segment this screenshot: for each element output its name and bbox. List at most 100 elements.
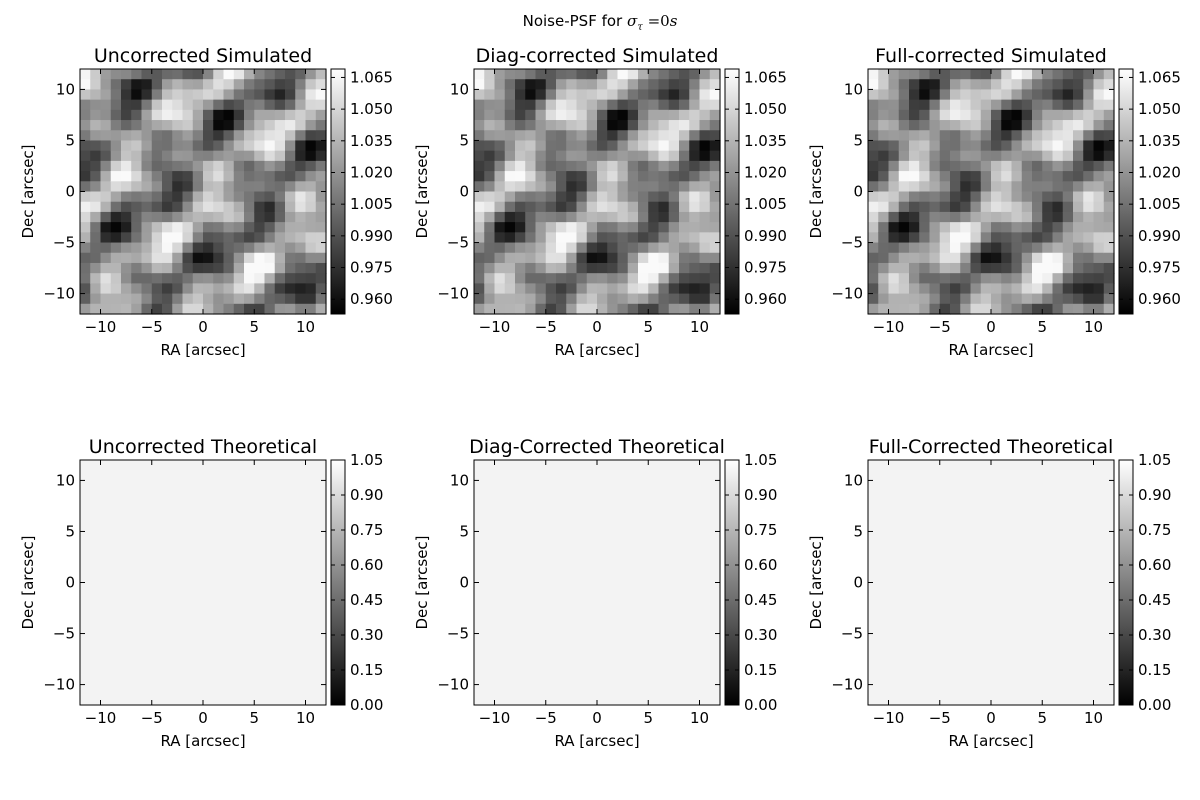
heatmap-cell — [991, 160, 1002, 172]
heatmap-cell — [233, 69, 245, 80]
heatmap-cell — [929, 130, 941, 142]
heatmap-cell — [1001, 150, 1013, 162]
heatmap-cell — [285, 273, 296, 284]
heatmap-cell — [131, 99, 143, 111]
heatmap-cell — [223, 120, 235, 131]
colorbar-tick-label: 1.005 — [744, 195, 787, 213]
heatmap-cell — [182, 181, 194, 193]
heatmap-cell — [474, 171, 485, 182]
heatmap-cell — [878, 79, 890, 91]
heatmap-cell — [939, 242, 951, 254]
heatmap-cell — [192, 242, 204, 254]
heatmap-cell — [1103, 160, 1115, 172]
heatmap-cell — [162, 150, 173, 162]
heatmap-cell — [305, 283, 317, 295]
heatmap-cell — [504, 293, 516, 305]
heatmap-cell — [1093, 222, 1105, 233]
heatmap-cell — [597, 120, 608, 131]
y-tick-label: 0 — [65, 574, 75, 592]
heatmap-cell — [888, 191, 900, 203]
heatmap-cell — [254, 252, 266, 264]
heatmap-cell — [172, 89, 184, 101]
heatmap-cell — [131, 273, 143, 284]
heatmap-cell — [315, 232, 327, 244]
heatmap-cell — [939, 171, 951, 182]
heatmap-cell — [1011, 69, 1023, 80]
heatmap-cell — [597, 262, 608, 274]
heatmap-cell — [868, 303, 879, 315]
heatmap-cell — [1083, 109, 1095, 121]
heatmap-cell — [709, 79, 721, 91]
heatmap-cell — [494, 160, 506, 172]
heatmap-cell — [617, 69, 629, 80]
heatmap-cell — [888, 89, 900, 101]
heatmap-cell — [638, 160, 649, 172]
heatmap-cell — [919, 262, 931, 274]
heatmap-cell — [121, 171, 132, 182]
heatmap-cell — [868, 181, 879, 193]
heatmap-cell — [223, 242, 235, 254]
heatmap-cell — [494, 191, 506, 203]
heatmap-cell — [970, 303, 982, 315]
heatmap-cell — [970, 140, 982, 152]
heatmap-cell — [566, 293, 578, 305]
heatmap-cell — [162, 89, 173, 101]
heatmap-cell — [515, 191, 526, 203]
heatmap-cell — [80, 232, 91, 244]
heatmap-cell — [597, 171, 608, 182]
heatmap-cell — [556, 242, 567, 254]
y-tick-label: −5 — [447, 234, 469, 252]
colorbar-tick-label: 0.45 — [744, 591, 777, 609]
heatmap-cell — [970, 79, 982, 91]
heatmap-cell — [285, 242, 296, 254]
colorbar-tick-label: 1.065 — [350, 68, 393, 86]
heatmap-cell — [1062, 69, 1074, 80]
heatmap-cell — [182, 140, 194, 152]
heatmap-cell — [1052, 242, 1064, 254]
heatmap-cell — [970, 222, 982, 233]
heatmap-cell — [504, 89, 516, 101]
heatmap-cell — [607, 303, 619, 315]
heatmap-cell — [878, 130, 890, 142]
heatmap-cell — [668, 140, 680, 152]
heatmap-cell — [545, 252, 557, 264]
heatmap-cell — [960, 273, 972, 284]
heatmap-cell — [709, 232, 721, 244]
heatmap-cell — [1001, 201, 1013, 213]
heatmap-cell — [182, 273, 194, 284]
heatmap-cell — [888, 150, 900, 162]
heatmap-cell — [504, 120, 516, 131]
heatmap-cell — [525, 109, 537, 121]
heatmap-cell — [141, 222, 153, 233]
heatmap-cell — [515, 211, 526, 223]
heatmap-cell — [909, 120, 920, 131]
heatmap-cell — [80, 211, 91, 223]
heatmap-cell — [699, 211, 711, 223]
heatmap-cell — [1042, 79, 1054, 91]
heatmap-cell — [679, 150, 690, 162]
heatmap-cell — [709, 303, 721, 315]
heatmap-cell — [709, 130, 721, 142]
heatmap-cell — [909, 252, 920, 264]
heatmap-cell — [305, 273, 317, 284]
heatmap-cell — [950, 140, 961, 152]
heatmap-cell — [980, 109, 992, 121]
heatmap-cell — [868, 201, 879, 213]
heatmap-cell — [131, 242, 143, 254]
heatmap-cell — [305, 130, 317, 142]
heatmap-cell — [474, 89, 485, 101]
heatmap-cell — [586, 69, 598, 80]
x-axis-label: RA [arcsec] — [160, 732, 245, 750]
heatmap-cell — [305, 201, 317, 213]
heatmap-cell — [1103, 120, 1115, 131]
heatmap-cell — [80, 191, 91, 203]
heatmap-cell — [1093, 69, 1105, 80]
heatmap-cell — [223, 160, 235, 172]
heatmap-cell — [597, 252, 608, 264]
heatmap-cell — [254, 293, 266, 305]
heatmap-cell — [668, 109, 680, 121]
heatmap-cell — [1083, 211, 1095, 223]
heatmap-cell — [709, 242, 721, 254]
heatmap-cell — [121, 201, 132, 213]
heatmap-cell — [919, 252, 931, 264]
